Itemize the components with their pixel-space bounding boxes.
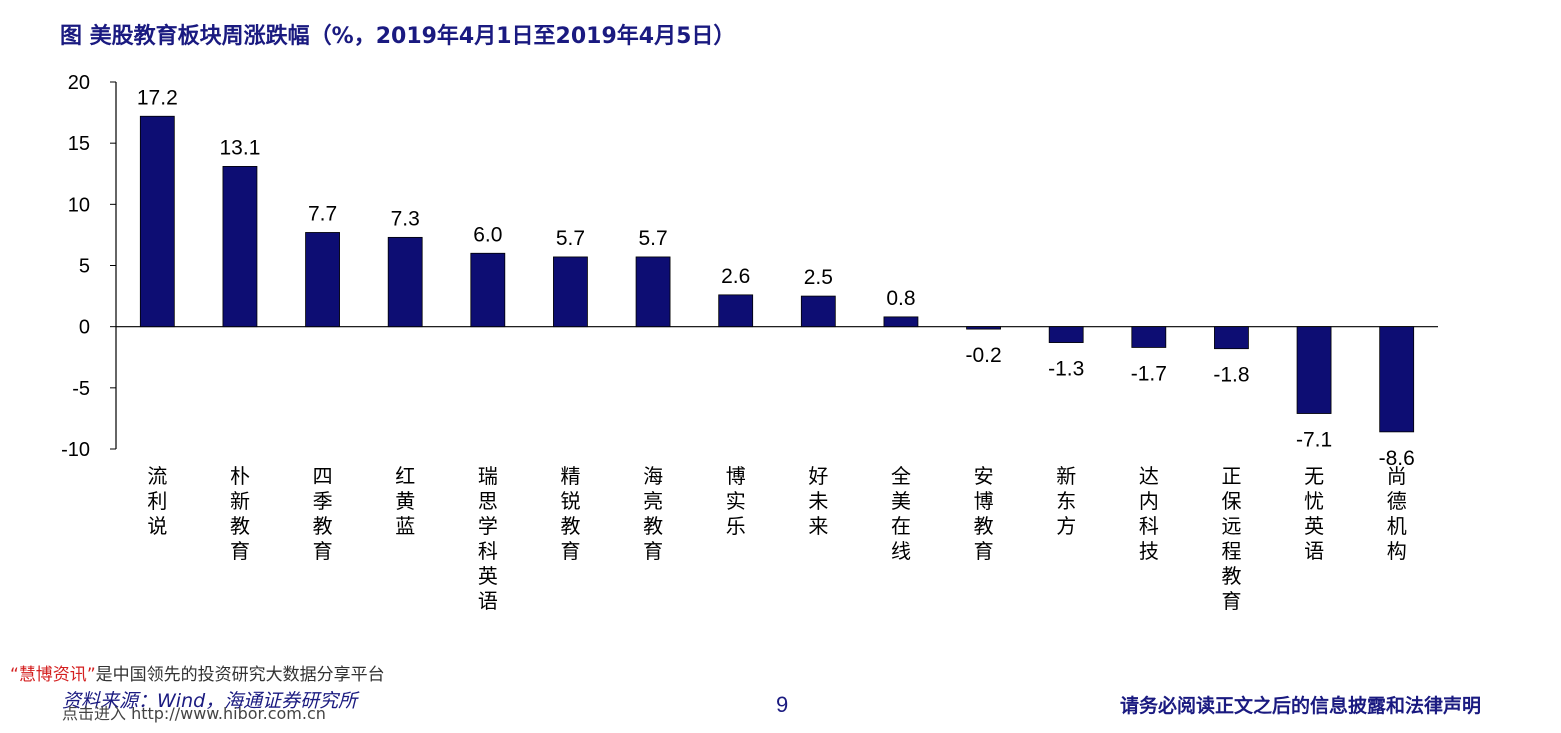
bar bbox=[553, 256, 588, 328]
source-note: 资料来源：Wind，海通证券研究所 bbox=[62, 690, 358, 712]
category-label: 瑞思学科英语 bbox=[478, 464, 498, 613]
y-tick-label: 20 bbox=[68, 72, 90, 94]
data-label: -8.6 bbox=[1379, 447, 1415, 470]
watermark-tagline: “慧博资讯”是中国领先的投资研究大数据分享平台 bbox=[10, 660, 385, 685]
category-label: 朴新教育 bbox=[230, 464, 250, 563]
bar bbox=[305, 232, 340, 328]
category-label: 达内科技 bbox=[1139, 464, 1159, 563]
data-label: 7.7 bbox=[308, 202, 337, 225]
data-label: 17.2 bbox=[137, 86, 178, 109]
category-label: 博实乐 bbox=[726, 464, 746, 538]
y-tick-label: -5 bbox=[72, 378, 90, 400]
y-tick-label: 10 bbox=[68, 194, 90, 216]
data-label: -7.1 bbox=[1296, 429, 1332, 452]
y-tick-label: -10 bbox=[61, 439, 90, 461]
y-tick-label: 5 bbox=[79, 256, 90, 278]
bar bbox=[966, 326, 1001, 330]
data-label: -1.8 bbox=[1213, 364, 1249, 387]
bar bbox=[387, 236, 423, 328]
data-label: -1.3 bbox=[1048, 358, 1084, 381]
data-label: -1.7 bbox=[1131, 362, 1167, 385]
bar bbox=[470, 252, 506, 328]
category-label: 新东方 bbox=[1056, 464, 1076, 538]
data-label: 2.5 bbox=[804, 266, 833, 289]
category-label: 红黄蓝 bbox=[395, 464, 415, 538]
category-label: 无忧英语 bbox=[1304, 464, 1324, 563]
data-label: 2.6 bbox=[721, 265, 750, 288]
watermark-quote-close: ” bbox=[86, 665, 96, 685]
y-tick-label: 0 bbox=[79, 317, 90, 339]
data-label: 5.7 bbox=[556, 227, 585, 250]
category-label: 四季教育 bbox=[313, 464, 333, 563]
data-label: 5.7 bbox=[638, 227, 667, 250]
category-label: 流利说 bbox=[147, 464, 167, 538]
category-label: 安博教育 bbox=[974, 464, 994, 563]
bar bbox=[1131, 326, 1167, 348]
category-label: 好未来 bbox=[808, 464, 828, 538]
watermark-quote-open: “ bbox=[10, 665, 19, 685]
watermark-link[interactable]: 点击进入 http://www.hibor.com.cn bbox=[62, 704, 326, 723]
data-label: 7.3 bbox=[391, 207, 420, 230]
data-label: -0.2 bbox=[965, 344, 1001, 367]
chart-title: 图 美股教育板块周涨跌幅（%，2019年4月1日至2019年4月5日） bbox=[60, 24, 736, 49]
bar bbox=[139, 115, 175, 328]
page-number: 9 bbox=[776, 692, 789, 717]
bar bbox=[718, 294, 754, 328]
disclaimer-text: 请务必阅读正文之后的信息披露和法律声明 bbox=[1119, 695, 1481, 717]
bar bbox=[635, 256, 671, 328]
bar bbox=[883, 316, 919, 328]
category-label: 海亮教育 bbox=[643, 464, 663, 563]
data-label: 6.0 bbox=[473, 223, 502, 246]
bar bbox=[1296, 326, 1332, 414]
category-label: 正保远程教育 bbox=[1221, 464, 1241, 613]
bar bbox=[800, 295, 836, 328]
category-label: 精锐教育 bbox=[560, 464, 580, 563]
bar bbox=[1379, 326, 1415, 433]
bar bbox=[1214, 326, 1249, 350]
watermark-tagline-text: 是中国领先的投资研究大数据分享平台 bbox=[95, 665, 385, 685]
bar bbox=[1048, 326, 1084, 343]
y-tick-label: 15 bbox=[68, 133, 90, 155]
data-label: 0.8 bbox=[886, 287, 915, 310]
bar bbox=[222, 166, 258, 328]
category-label: 全美在线 bbox=[891, 464, 911, 563]
category-label: 尚德机构 bbox=[1387, 464, 1407, 563]
data-label: 13.1 bbox=[220, 136, 261, 159]
watermark-brand: 慧博资讯 bbox=[18, 665, 87, 685]
